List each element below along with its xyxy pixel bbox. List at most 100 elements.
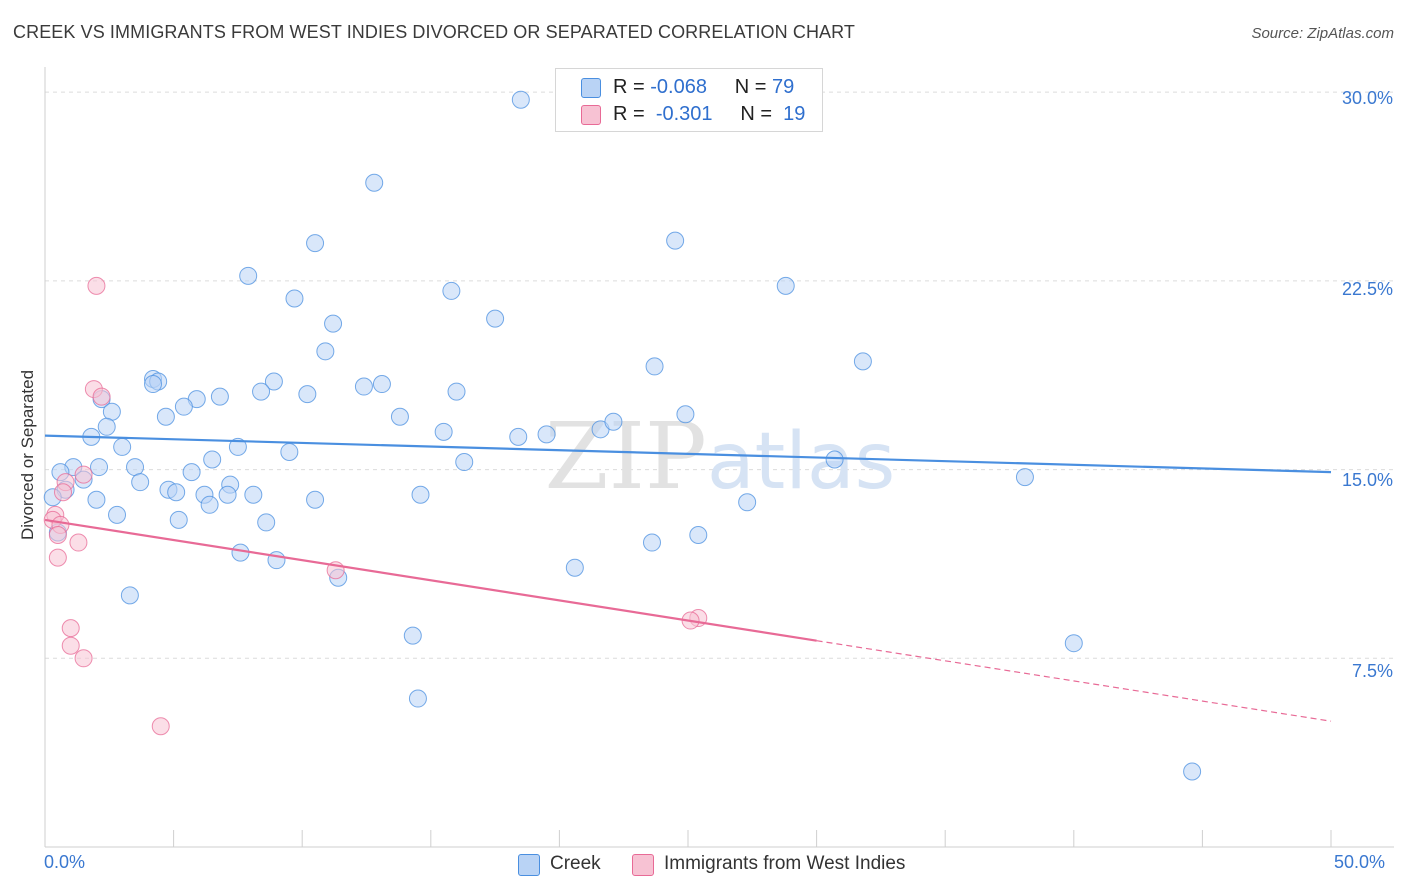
creek-point: [604, 412, 623, 431]
creek-point: [853, 352, 872, 371]
x-tick-label: 0.0%: [44, 852, 86, 872]
creek-point: [144, 375, 163, 394]
creek-point: [264, 372, 283, 391]
west-indies-point: [48, 526, 67, 544]
creek-point: [156, 407, 175, 426]
legend-n-label: N =: [734, 76, 767, 98]
correlation-legend: R = -0.068 N = 79 R = -0.301 N = 19: [555, 68, 823, 132]
west-indies-point: [151, 717, 170, 736]
creek-point: [280, 442, 299, 461]
y-tick-label: 30.0%: [1341, 88, 1393, 108]
creek-point: [298, 385, 317, 404]
creek-point: [316, 342, 335, 361]
bottom-legend-swatch-creek: [518, 854, 540, 876]
creek-point: [90, 458, 109, 477]
creek-point: [372, 375, 391, 394]
creek-point: [390, 407, 409, 426]
creek-point: [228, 437, 247, 456]
creek-point: [306, 234, 325, 253]
creek-point: [565, 558, 584, 577]
creek-point: [324, 314, 343, 333]
creek-point: [455, 453, 474, 472]
west-indies-point: [69, 533, 88, 552]
creek-point: [182, 463, 201, 482]
legend-r-value: -0.301: [655, 103, 713, 125]
creek-point: [442, 281, 461, 300]
west-indies-trend-extension: [816, 640, 1332, 722]
watermark-atlas: atlas: [707, 417, 896, 507]
west-indies-point: [87, 276, 106, 295]
legend-text-west-indies: R = -0.301 N = 19: [613, 103, 805, 126]
creek-point: [97, 417, 116, 436]
bottom-legend-swatch-west-indies: [632, 854, 654, 876]
legend-text-creek: R = -0.068 N = 79: [613, 76, 794, 99]
legend-swatch-creek: [581, 78, 601, 98]
y-tick-label: 22.5%: [1341, 279, 1393, 299]
west-indies-point: [48, 548, 67, 567]
creek-point: [447, 382, 466, 401]
creek-point: [509, 427, 528, 446]
west-indies-point: [74, 649, 93, 668]
creek-point: [131, 473, 150, 492]
creek-point: [210, 387, 229, 406]
creek-point: [354, 377, 373, 396]
chart-title: CREEK VS IMMIGRANTS FROM WEST INDIES DIV…: [13, 22, 856, 42]
creek-point: [108, 505, 127, 524]
creek-point: [676, 405, 695, 424]
creek-point: [126, 458, 145, 477]
x-tick-label: 50.0%: [1334, 852, 1386, 872]
creek-point: [403, 626, 422, 645]
creek-point: [244, 485, 263, 504]
bottom-legend-label-west-indies: Immigrants from West Indies: [664, 853, 906, 874]
creek-point: [434, 422, 453, 441]
creek-point: [231, 543, 250, 562]
creek-point: [666, 231, 685, 250]
creek-point: [113, 437, 132, 456]
creek-point: [174, 397, 193, 416]
y-tick-label: 15.0%: [1341, 470, 1393, 490]
creek-point: [1015, 468, 1034, 487]
west-indies-point: [54, 483, 73, 502]
bottom-legend-label-creek: Creek: [550, 853, 601, 874]
legend-r-label: R =: [613, 103, 645, 125]
creek-point: [689, 526, 708, 544]
legend-swatch-west-indies: [581, 105, 601, 125]
west-indies-point: [74, 465, 93, 484]
creek-point: [200, 495, 219, 514]
west-indies-trend-line: [44, 518, 817, 642]
creek-point: [203, 450, 222, 469]
creek-point: [537, 425, 556, 444]
creek-point: [365, 173, 384, 192]
creek-point: [239, 266, 258, 285]
legend-n-value: 19: [783, 103, 806, 125]
creek-point: [306, 490, 325, 509]
creek-point: [511, 90, 530, 109]
creek-point: [408, 689, 427, 708]
creek-point: [645, 357, 664, 376]
west-indies-point: [61, 636, 80, 655]
creek-point: [1064, 634, 1083, 653]
creek-point: [825, 450, 844, 469]
creek-point: [169, 510, 188, 529]
west-indies-point: [61, 619, 80, 638]
creek-point: [1183, 762, 1202, 781]
creek-point: [218, 485, 237, 504]
legend-r-label: R =: [613, 76, 645, 98]
creek-point: [252, 382, 271, 401]
creek-point: [738, 493, 757, 512]
creek-point: [102, 402, 121, 421]
west-indies-point: [92, 387, 111, 406]
legend-n-value: 79: [772, 76, 795, 98]
creek-point: [285, 289, 304, 308]
creek-point: [120, 586, 139, 605]
legend-r-value: -0.068: [650, 76, 707, 98]
creek-point: [642, 533, 661, 552]
y-axis-label: Divorced or Separated: [18, 369, 37, 541]
creek-trend-line: [44, 434, 1332, 474]
creek-point: [257, 513, 276, 532]
creek-point: [486, 309, 505, 328]
creek-point: [776, 276, 795, 295]
creek-point: [87, 490, 106, 509]
creek-point: [167, 483, 186, 502]
